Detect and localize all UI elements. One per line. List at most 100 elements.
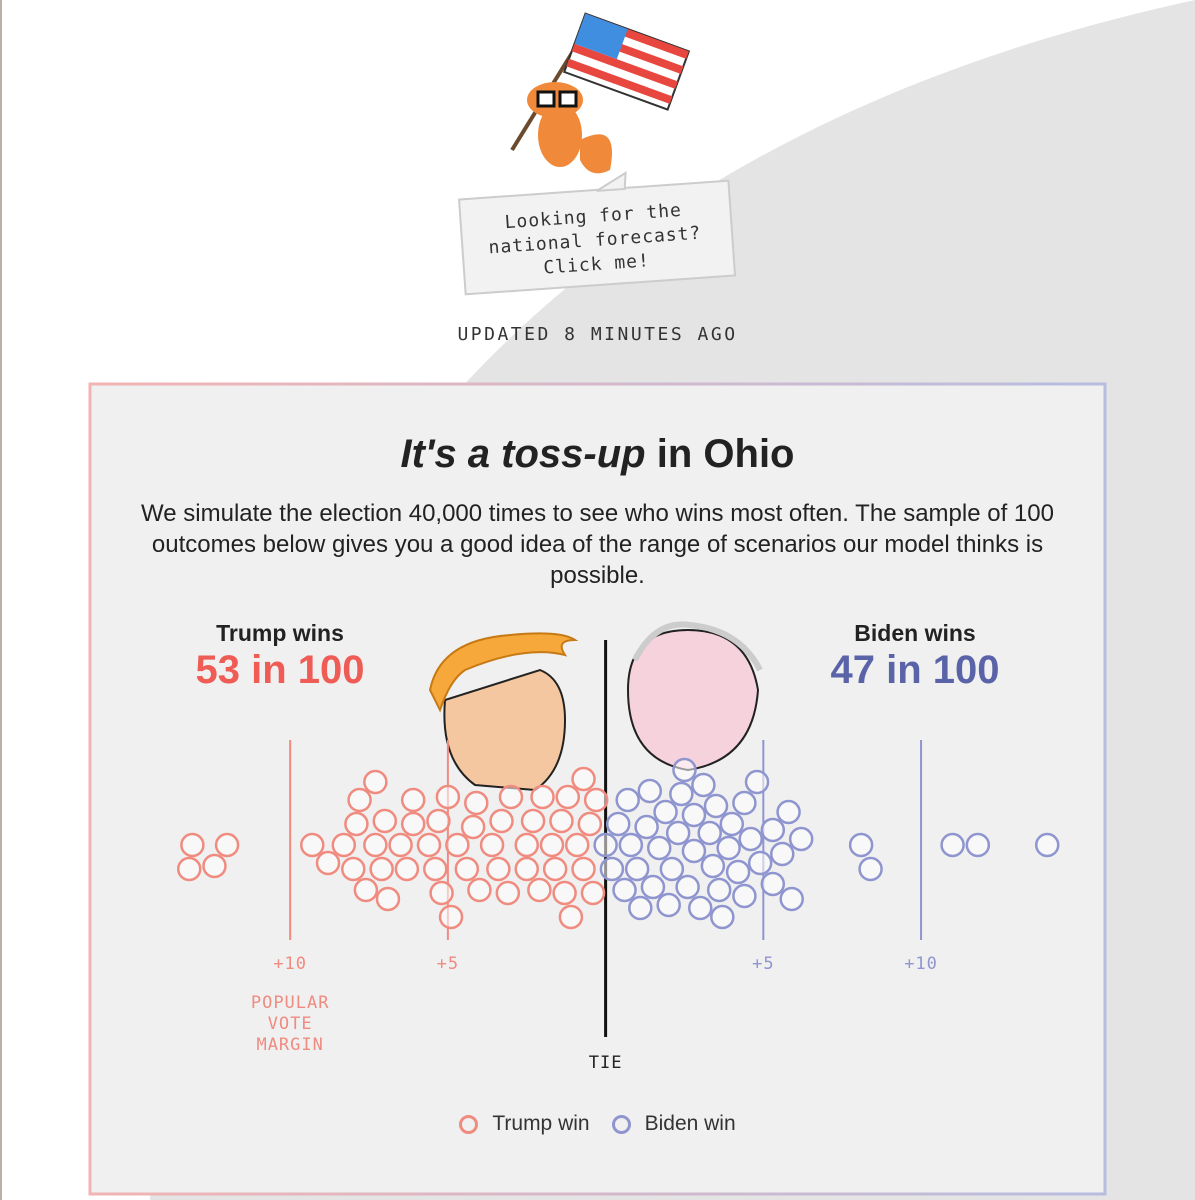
mascot[interactable] bbox=[510, 12, 691, 174]
outcome-dot bbox=[605, 811, 631, 837]
x-tick-label: TIE bbox=[589, 1053, 623, 1073]
outcome-dot bbox=[315, 850, 341, 876]
outcome-dot bbox=[331, 832, 357, 858]
title: It's a toss-up in Ohio bbox=[90, 432, 1105, 477]
outcome-dot bbox=[577, 811, 603, 837]
outcome-dot bbox=[618, 832, 644, 858]
outcome-dot bbox=[347, 787, 372, 813]
outcome-dot bbox=[665, 820, 691, 846]
subtitle: We simulate the election 40,000 times to… bbox=[141, 500, 1054, 589]
summary-value: 53 in 100 bbox=[195, 648, 365, 692]
outcome-dot bbox=[703, 793, 729, 819]
outcome-dot bbox=[640, 874, 666, 900]
outcome-dot bbox=[697, 820, 722, 846]
outcome-dot bbox=[423, 856, 448, 882]
outcome-dot bbox=[580, 880, 606, 906]
outcome-dot bbox=[744, 769, 770, 795]
outcome-dot bbox=[706, 877, 732, 903]
outcome-dot bbox=[300, 832, 325, 858]
x-tick-label: +5 bbox=[437, 954, 459, 974]
outcome-dot bbox=[375, 886, 401, 912]
outcome-dot bbox=[514, 832, 540, 858]
callout-box[interactable] bbox=[457, 166, 737, 296]
outcome-dot bbox=[363, 832, 388, 858]
outcome-dot bbox=[552, 880, 577, 906]
outcome-dot bbox=[394, 856, 420, 882]
outcome-dot bbox=[583, 787, 609, 813]
outcome-dot bbox=[612, 877, 637, 903]
outcome-dot bbox=[539, 832, 565, 858]
outcome-dot bbox=[593, 832, 618, 858]
outcome-dot bbox=[788, 826, 814, 852]
outcome-dot bbox=[624, 856, 650, 882]
outcome-dot bbox=[555, 784, 581, 810]
outcome-dot bbox=[214, 832, 240, 858]
biden-illustration bbox=[626, 621, 763, 772]
outcome-dot bbox=[675, 874, 700, 900]
outcome-dot bbox=[549, 808, 574, 834]
outcome-dot bbox=[486, 856, 511, 882]
outcome-dot bbox=[489, 808, 514, 834]
outcome-dot bbox=[416, 832, 442, 858]
outcome-dot bbox=[738, 826, 763, 852]
outcome-dot bbox=[770, 841, 795, 867]
summary-label: Biden wins bbox=[854, 620, 976, 646]
title-emphasis: It's a toss-up bbox=[400, 432, 646, 476]
outcome-dot bbox=[719, 811, 745, 837]
outcome-dot bbox=[454, 856, 480, 882]
outcome-dot bbox=[732, 790, 757, 816]
outcome-dot bbox=[710, 904, 735, 930]
outcome-dot bbox=[659, 856, 685, 882]
legend-swatch bbox=[459, 1114, 479, 1134]
legend-swatch bbox=[611, 1114, 631, 1134]
x-tick-label: +10 bbox=[273, 954, 307, 974]
outcome-dot bbox=[400, 811, 426, 837]
outcome-dot bbox=[599, 856, 625, 882]
legend-label: Biden win bbox=[644, 1112, 736, 1135]
outcome-dot bbox=[776, 799, 801, 825]
outcome-dot bbox=[779, 886, 804, 912]
outcome-dot bbox=[341, 856, 366, 882]
outcome-dot bbox=[527, 877, 552, 903]
outcome-dot bbox=[760, 817, 786, 843]
outcome-dot bbox=[467, 877, 492, 903]
outcome-dot bbox=[426, 808, 451, 834]
outcome-dot bbox=[369, 856, 394, 882]
outcome-dot bbox=[681, 838, 707, 864]
outcome-dot bbox=[542, 856, 568, 882]
outcome-dot bbox=[445, 832, 470, 858]
x-axis-label: POPULAR VOTE MARGIN bbox=[250, 993, 330, 1055]
x-tick-label: +10 bbox=[904, 954, 938, 974]
outcome-dot bbox=[564, 832, 590, 858]
outcome-dot bbox=[691, 772, 716, 798]
summary-value: 47 in 100 bbox=[830, 648, 1000, 692]
outcome-dot bbox=[372, 808, 398, 834]
outcome-dot bbox=[464, 790, 489, 816]
outcome-dot bbox=[637, 778, 663, 804]
outcome-dot bbox=[725, 859, 751, 885]
outcome-dot bbox=[363, 769, 388, 795]
updated-label: UPDATED 8 MINUTES AGO bbox=[457, 324, 738, 345]
outcome-dot bbox=[940, 832, 965, 858]
outcome-dot bbox=[672, 757, 697, 783]
legend: Trump win Biden win bbox=[0, 1112, 1195, 1136]
outcome-dot bbox=[571, 766, 596, 792]
legend-item: Biden win bbox=[611, 1112, 736, 1136]
outcome-dot bbox=[669, 781, 694, 807]
outcome-dot bbox=[388, 832, 413, 858]
outcome-dot bbox=[571, 856, 596, 882]
outcome-dot bbox=[435, 784, 461, 810]
outcome-dot bbox=[732, 883, 757, 909]
outcome-dot bbox=[1034, 832, 1060, 858]
outcome-dot bbox=[344, 811, 369, 837]
outcome-dot bbox=[438, 904, 464, 930]
outcome-dot bbox=[700, 853, 726, 879]
outcome-dot bbox=[180, 832, 205, 858]
outcome-dot bbox=[716, 835, 741, 861]
legend-label: Trump win bbox=[492, 1112, 590, 1135]
outcome-dot bbox=[628, 895, 653, 921]
outcome-dot bbox=[429, 880, 454, 906]
outcome-dot bbox=[858, 856, 883, 882]
